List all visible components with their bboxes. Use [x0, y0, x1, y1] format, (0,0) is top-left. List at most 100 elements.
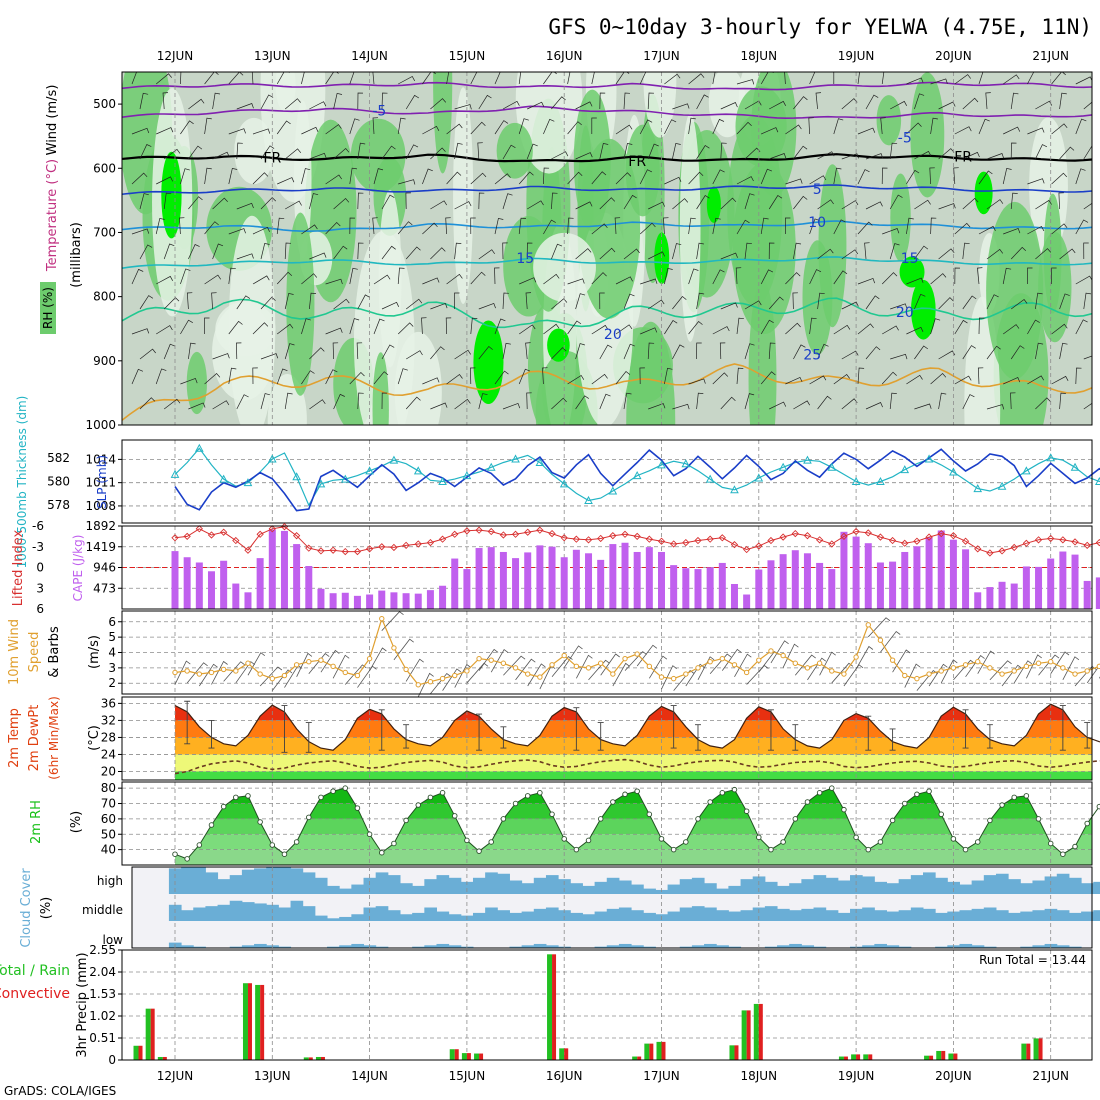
- rh-axis-label: RH (%): [41, 287, 55, 329]
- wind-barb: [857, 367, 865, 385]
- wind-barb: [212, 353, 230, 360]
- precip-total-bar: [753, 1003, 759, 1060]
- isotherm-label: 25: [803, 347, 821, 363]
- thickness-point: [438, 476, 447, 485]
- cloud-bar: [631, 910, 644, 921]
- wind-speed-point: [427, 679, 434, 685]
- wind-barb: [841, 249, 859, 260]
- cloud-bar: [898, 879, 912, 894]
- cloud-bar: [278, 946, 292, 948]
- cape-bar: [499, 551, 507, 609]
- precip-convective-bar: [162, 1056, 167, 1060]
- cape-bar: [402, 593, 410, 609]
- temperature-area: [175, 704, 1092, 780]
- wind-barb: [454, 292, 460, 310]
- wind-barb: [470, 317, 478, 335]
- wind-speed-point: [597, 660, 604, 666]
- wind-barb: [881, 167, 888, 185]
- lifted-index-point: [670, 540, 678, 548]
- rh-point: [804, 799, 811, 805]
- wind-barb: [212, 197, 228, 210]
- wind-barb: [881, 371, 897, 385]
- cloud-bar: [752, 876, 766, 894]
- wind-barb: [139, 295, 154, 310]
- wind-barb: [325, 327, 343, 335]
- wind-barb: [793, 344, 806, 360]
- wind-barb: [445, 317, 452, 335]
- cloud-bar: [935, 946, 948, 948]
- wind-barb: [809, 218, 820, 235]
- wind-barb: [792, 292, 798, 310]
- wind-barb: [989, 660, 1012, 681]
- wind-barb: [430, 247, 446, 260]
- cloud-bar: [254, 903, 267, 921]
- precip-total-bar: [242, 983, 248, 1060]
- cape-bar: [889, 561, 897, 609]
- wind-barb: [155, 368, 167, 385]
- lifted-index-point: [718, 534, 726, 542]
- wind-barb: [880, 117, 886, 135]
- wind-barb: [211, 660, 228, 685]
- wind-barb: [204, 373, 221, 385]
- x-tick-label: 18JUN: [741, 49, 778, 63]
- rh-point: [731, 786, 738, 793]
- lifted-index-point: [402, 541, 410, 550]
- wind-barb: [809, 175, 827, 185]
- wind-barb: [296, 652, 313, 677]
- precip-total-bar: [948, 1053, 954, 1060]
- cloud-bar: [789, 910, 802, 921]
- cloud-bar: [1093, 910, 1100, 921]
- cloud-bar: [1008, 879, 1021, 894]
- wind-barb: [526, 143, 538, 160]
- wind-barb: [543, 72, 558, 85]
- wind-barb: [430, 147, 446, 160]
- wind-barb: [494, 120, 509, 135]
- wind-barb: [445, 217, 451, 235]
- cloud-bar: [448, 877, 462, 894]
- wind-barb: [276, 217, 285, 235]
- lifted-index-point: [937, 529, 945, 538]
- wind-barb: [639, 367, 645, 385]
- rh-point: [597, 816, 604, 822]
- cloud-bar: [545, 945, 559, 948]
- pressure-tick-label: 900: [93, 354, 116, 368]
- wind-speed-point: [889, 657, 896, 663]
- rh-point: [743, 808, 750, 814]
- thickness-point: [705, 474, 715, 483]
- wind-barb: [155, 217, 165, 235]
- wind-barb: [864, 242, 870, 260]
- wind-barb: [1001, 664, 1023, 687]
- wind-tick-label: 5: [108, 630, 116, 644]
- wind-barb: [954, 126, 972, 135]
- wind-barb: [405, 396, 421, 410]
- wind-barb: [688, 268, 699, 285]
- cloud-bar: [1008, 912, 1021, 921]
- lifted-index-point: [536, 526, 544, 534]
- cloud-bar: [704, 907, 717, 921]
- wind-barb: [962, 345, 976, 360]
- rh2m-axis-label: 2m RH: [29, 800, 44, 844]
- pressure-tick-label: 600: [93, 161, 116, 175]
- cloud-level-label: high: [97, 874, 123, 888]
- wind-barb: [1083, 355, 1092, 360]
- wind-barb: [478, 192, 485, 210]
- wind-speed-point: [512, 665, 519, 671]
- lifted-index-point: [463, 527, 471, 535]
- wind-barb: [769, 401, 787, 410]
- lifted-index-point: [706, 535, 714, 543]
- wind-speed-point: [1072, 671, 1078, 677]
- wind-barb: [397, 368, 408, 385]
- wind-barb: [1059, 342, 1068, 360]
- cloud-bar: [327, 885, 340, 894]
- cloud-bar: [874, 910, 888, 921]
- wind-barb: [809, 375, 827, 385]
- wind-barb: [271, 669, 293, 691]
- wind-barb: [567, 121, 582, 135]
- wind-speed-point: [318, 657, 324, 663]
- precip-axis-label: 3hr Precip (mm): [75, 952, 90, 1057]
- cloud-bar: [181, 867, 194, 894]
- wind-barb: [833, 219, 846, 235]
- cloud-bar: [217, 904, 231, 921]
- rh-point: [391, 840, 397, 847]
- wind-barb: [204, 167, 212, 185]
